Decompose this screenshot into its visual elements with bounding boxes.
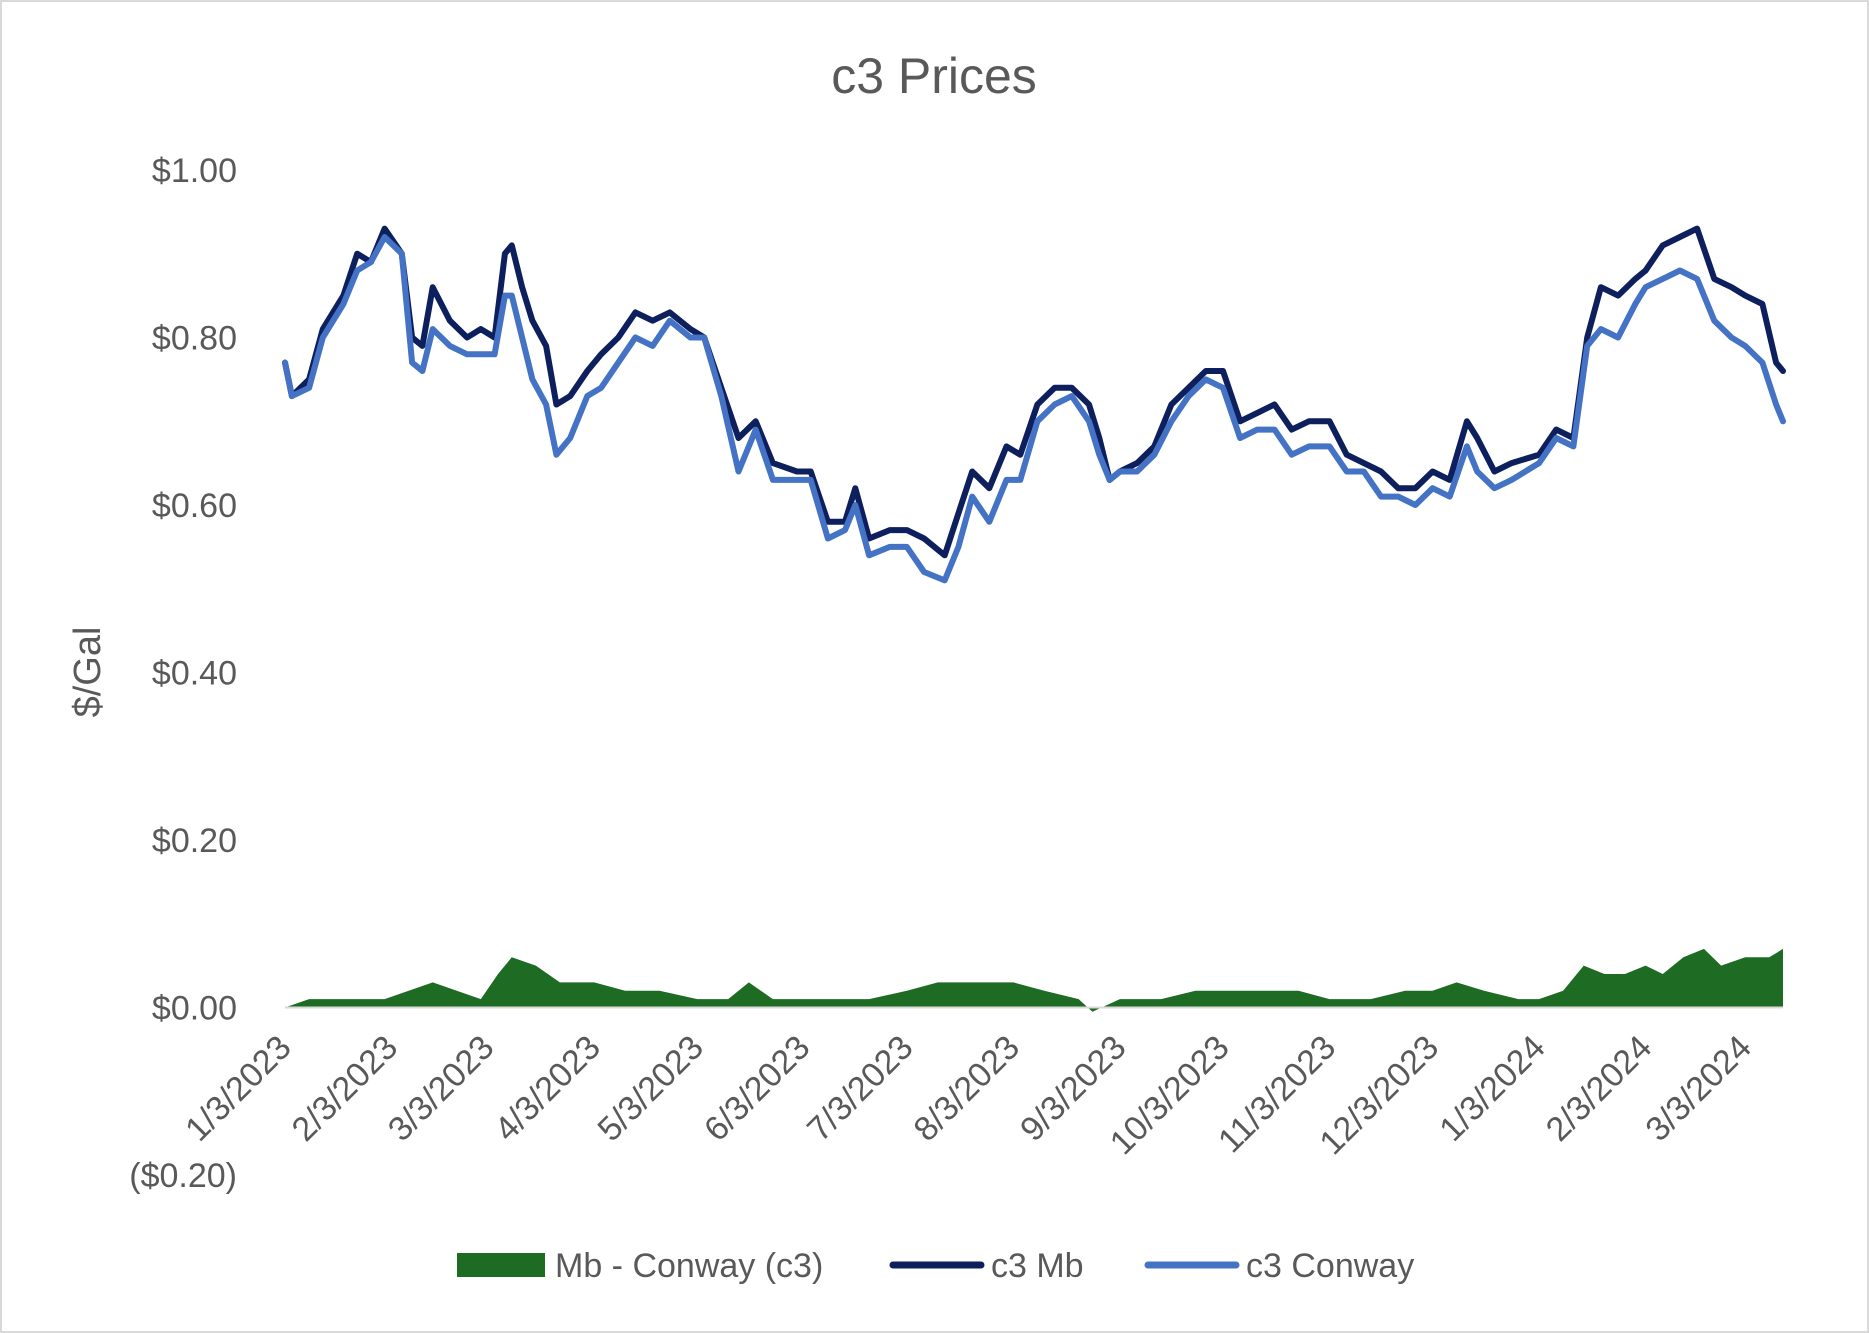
y-tick-label: $0.80	[152, 320, 237, 358]
legend-label: Mb - Conway (c3)	[555, 1247, 823, 1285]
y-tick-label: $0.60	[152, 487, 237, 525]
chart-title: c3 Prices	[831, 48, 1037, 104]
y-tick-label: $0.00	[152, 990, 237, 1028]
y-axis-label: $/Gal	[67, 627, 109, 718]
line-series-c3-conway	[282, 234, 1786, 584]
y-tick-label: $0.40	[152, 655, 237, 693]
x-tick-label: 3/3/2024	[1638, 1028, 1758, 1148]
line-series-layer	[282, 225, 1786, 584]
legend-label: c3 Conway	[1246, 1247, 1414, 1285]
area-series-mb-conway	[285, 948, 1783, 1012]
x-tick-label: 1/3/2024	[1432, 1028, 1552, 1148]
x-tick-label: 3/3/2023	[381, 1028, 501, 1148]
x-tick-label: 1/3/2023	[178, 1028, 298, 1148]
legend: Mb - Conway (c3) c3 Mb c3 Conway	[457, 1247, 1414, 1285]
y-tick-label: $0.20	[152, 822, 237, 860]
legend-swatch-area	[457, 1253, 545, 1277]
x-tick-label: 4/3/2023	[487, 1028, 607, 1148]
legend-label: c3 Mb	[991, 1247, 1084, 1285]
x-tick-label: 2/3/2023	[285, 1028, 405, 1148]
y-tick-label: ($0.20)	[129, 1157, 237, 1195]
x-tick-label: 7/3/2023	[800, 1028, 920, 1148]
x-axis-ticks: 1/3/20232/3/20233/3/20234/3/20235/3/2023…	[178, 1028, 1759, 1162]
x-tick-label: 6/3/2023	[697, 1028, 817, 1148]
area-series-layer	[285, 948, 1783, 1012]
x-tick-label: 8/3/2023	[907, 1028, 1027, 1148]
x-tick-label: 5/3/2023	[590, 1028, 710, 1148]
x-tick-label: 2/3/2024	[1539, 1028, 1659, 1148]
line-series-c3-mb	[282, 225, 1786, 559]
y-tick-label: $1.00	[152, 152, 237, 190]
y-axis-ticks: ($0.20) $0.00 $0.20 $0.40 $0.60 $0.80 $1.00	[129, 152, 237, 1195]
